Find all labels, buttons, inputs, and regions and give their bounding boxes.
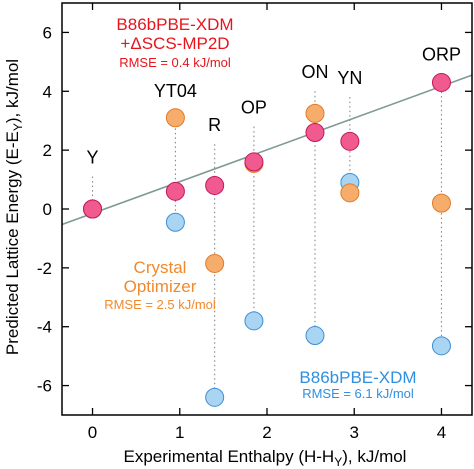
blue-point-orp <box>431 336 451 356</box>
pink-point-yt04 <box>165 181 185 201</box>
pink-point-r <box>205 175 225 195</box>
x-tick-label-1: 1 <box>175 423 184 442</box>
blue-series-rmse: RMSE = 6.1 kJ/mol <box>302 386 414 401</box>
pink-point-y <box>83 199 103 219</box>
y-tick-label-1: -4 <box>37 318 52 337</box>
orange-point-r <box>205 253 225 273</box>
orange-series-rmse: RMSE = 2.5 kJ/mol <box>104 297 216 312</box>
blue-point-on <box>305 326 325 346</box>
data-points-layer <box>83 72 451 407</box>
pink-point-yn <box>340 131 360 151</box>
blue-point-r <box>205 387 225 407</box>
y-tick-label-6: 6 <box>43 23 52 42</box>
x-tick-label-2: 2 <box>262 423 271 442</box>
category-label-layer: Y YT04 R OP ON YN ORP <box>87 44 461 167</box>
x-tick-label-0: 0 <box>88 423 97 442</box>
axis-ticks-layer: 0 1 2 3 4 -6 -4 -2 0 2 4 6 <box>37 3 472 442</box>
y-tick-label-5: 4 <box>43 82 52 101</box>
category-label-y: Y <box>87 147 99 167</box>
category-label-op: OP <box>241 97 267 117</box>
category-label-orp: ORP <box>422 44 461 64</box>
orange-point-yn <box>340 183 360 203</box>
x-tick-label-4: 4 <box>437 423 446 442</box>
y-axis-title-sub: Y <box>11 123 25 131</box>
y-tick-label-2: -2 <box>37 259 52 278</box>
fit-line <box>61 74 473 226</box>
category-label-yn: YN <box>337 68 362 88</box>
pink-point-on <box>305 122 325 142</box>
x-axis-title-tail: ), kJ/mol <box>342 447 406 466</box>
y-axis-title-main: Predicted Lattice Energy (E-E <box>3 131 22 355</box>
fit-line-layer <box>61 74 473 226</box>
y-axis-title: Predicted Lattice Energy (E-EY), kJ/mol <box>3 59 25 355</box>
category-label-on: ON <box>301 62 328 82</box>
blue-point-yt04 <box>165 212 185 232</box>
orange-series-label-2: Optimizer <box>124 277 197 296</box>
orange-point-yt04 <box>165 108 185 128</box>
y-axis-title-tail: ), kJ/mol <box>3 59 22 123</box>
x-tick-label-3: 3 <box>349 423 358 442</box>
pink-series-label-2: +ΔSCS-MP2D <box>120 34 229 53</box>
y-tick-label-0: -6 <box>37 377 52 396</box>
orange-point-orp <box>431 193 451 213</box>
y-tick-label-3: 0 <box>43 200 52 219</box>
orange-series-label-1: Crystal <box>134 258 187 277</box>
y-tick-label-4: 2 <box>43 141 52 160</box>
orange-point-on <box>305 103 325 123</box>
category-label-yt04: YT04 <box>154 81 197 101</box>
pink-series-rmse: RMSE = 0.4 kJ/mol <box>119 55 231 70</box>
blue-series-label: B86bPBE-XDM <box>299 368 416 387</box>
x-axis-title: Experimental Enthalpy (H-HY), kJ/mol <box>124 447 407 469</box>
pink-series-label-1: B86bPBE-XDM <box>116 15 233 34</box>
pink-point-op <box>244 152 264 172</box>
pink-point-orp <box>431 72 451 92</box>
x-axis-title-main: Experimental Enthalpy (H-H <box>124 447 335 466</box>
blue-point-op <box>244 311 264 331</box>
category-label-r: R <box>208 115 221 135</box>
x-axis-title-sub: Y <box>334 455 342 469</box>
